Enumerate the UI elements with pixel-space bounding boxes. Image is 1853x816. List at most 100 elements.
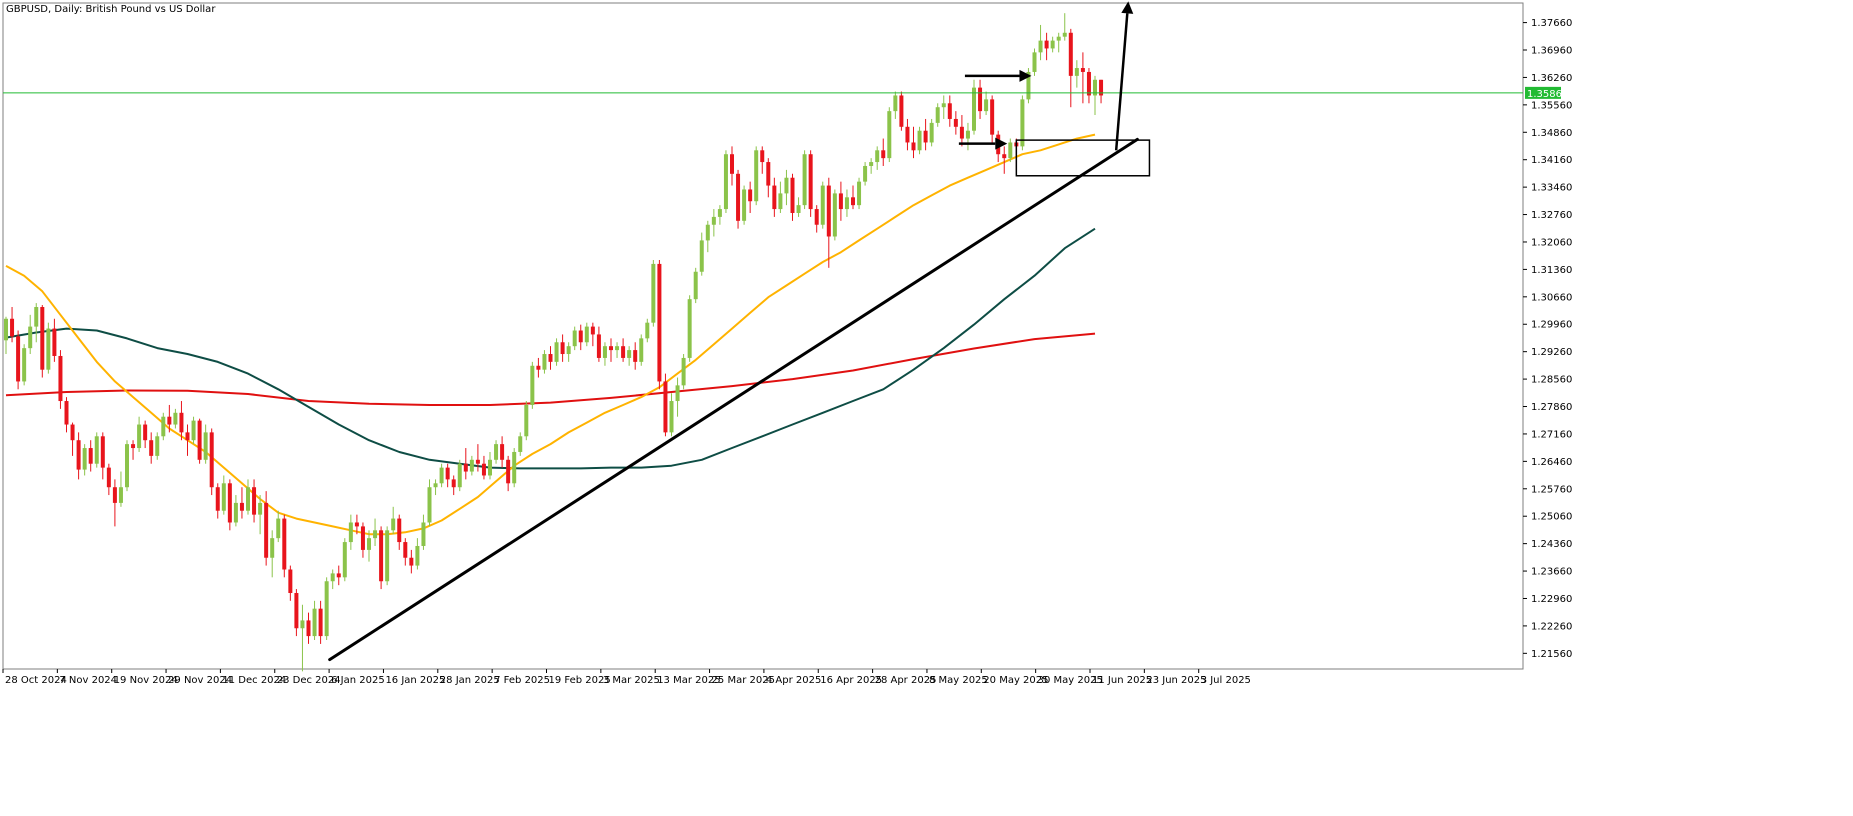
bull-candle xyxy=(584,322,589,347)
candle-body xyxy=(58,355,63,402)
bear-candle xyxy=(100,432,105,480)
candle-body xyxy=(300,620,305,629)
candle-body xyxy=(905,126,910,143)
candle-body xyxy=(911,142,916,151)
bull-candle xyxy=(972,79,976,135)
bear-candle xyxy=(766,158,771,198)
bull-candle xyxy=(469,455,474,476)
candle-body xyxy=(227,483,232,523)
bull-candle xyxy=(754,146,759,206)
y-tick-label: 1.29960 xyxy=(1531,320,1572,331)
arrow-head xyxy=(1019,69,1032,82)
candle-body xyxy=(494,444,499,460)
bull-candle xyxy=(28,314,33,355)
bull-candle xyxy=(1074,60,1079,88)
candle-body xyxy=(554,342,559,362)
candle-body xyxy=(137,424,142,449)
bull-candle xyxy=(869,158,874,174)
candle-body xyxy=(748,189,753,202)
bear-candle xyxy=(197,418,202,464)
bear-candle xyxy=(1044,32,1049,61)
bull-candle xyxy=(488,451,492,480)
candle-body xyxy=(282,518,287,570)
candle-body xyxy=(935,107,940,123)
bull-candle xyxy=(1020,95,1025,151)
bear-candle xyxy=(445,463,450,488)
bull-candle xyxy=(875,146,880,170)
candle-body xyxy=(742,189,747,221)
bear-candle xyxy=(947,95,952,127)
bear-candle xyxy=(88,440,93,472)
arrow-shaft xyxy=(1114,13,1129,151)
candle-body xyxy=(185,432,190,441)
candle-body xyxy=(669,401,674,433)
candle-body xyxy=(312,608,317,637)
candle-body xyxy=(984,99,989,112)
candle-body xyxy=(965,130,970,139)
candle-body xyxy=(851,197,855,206)
candle-body xyxy=(373,530,378,539)
candle-body xyxy=(1008,142,1013,159)
x-tick-label: 7 Nov 2024 xyxy=(59,675,117,686)
candle-body xyxy=(923,130,928,143)
bear-candle xyxy=(1080,52,1085,104)
bull-candle xyxy=(681,354,686,390)
plot-area[interactable] xyxy=(3,1,1523,672)
candle-body xyxy=(342,542,347,578)
bear-candle xyxy=(578,324,583,351)
candle-body xyxy=(820,185,825,225)
x-tick-label: 29 Nov 2024 xyxy=(168,675,232,686)
y-tick-label: 1.22260 xyxy=(1531,621,1572,632)
bear-candle xyxy=(633,342,638,370)
y-tick-label: 1.23660 xyxy=(1531,567,1572,578)
bull-candle xyxy=(385,526,390,586)
candle-body xyxy=(1062,32,1067,37)
x-tick-label: 6 Jan 2025 xyxy=(331,675,385,686)
arrow-annotation xyxy=(958,137,1008,150)
bear-candle xyxy=(911,126,916,159)
bear-candle xyxy=(851,185,855,210)
y-tick-label: 1.37660 xyxy=(1531,18,1572,29)
candle-body xyxy=(917,130,922,151)
bull-candle xyxy=(524,401,529,441)
candle-body xyxy=(663,381,668,433)
candle-body xyxy=(149,440,154,456)
candle-body xyxy=(711,216,716,225)
current-price-label-layer: 1.35866 xyxy=(1525,86,1568,100)
x-tick-label: 23 Jun 2025 xyxy=(1146,675,1206,686)
bear-candle xyxy=(282,514,287,578)
candle-body xyxy=(475,459,480,464)
candle-body xyxy=(959,126,964,139)
candle-body xyxy=(403,542,408,558)
candle-body xyxy=(705,224,710,241)
candle-body xyxy=(717,209,722,217)
candle-body xyxy=(621,346,626,358)
candle-body xyxy=(808,154,813,210)
x-tick-label: 16 Apr 2025 xyxy=(820,675,882,686)
bear-candle xyxy=(808,150,813,217)
bull-candle xyxy=(312,600,317,641)
candle-body xyxy=(645,322,650,339)
bull-candle xyxy=(324,577,329,641)
arrow-head xyxy=(995,137,1008,150)
bear-candle xyxy=(1099,79,1104,104)
candle-body xyxy=(233,502,238,523)
bull-candle xyxy=(615,342,620,358)
candle-body xyxy=(70,424,75,441)
candle-body xyxy=(941,103,946,108)
bull-candle xyxy=(367,530,371,562)
candle-body xyxy=(197,420,202,460)
candle-body xyxy=(530,365,535,405)
candle-body xyxy=(518,436,523,452)
bear-candle xyxy=(560,334,565,362)
bull-candle xyxy=(512,448,517,488)
candle-body xyxy=(548,354,553,362)
bear-candle xyxy=(354,514,359,535)
y-tick-label: 1.29260 xyxy=(1531,347,1572,358)
bull-candle xyxy=(929,118,934,147)
candle-body xyxy=(590,326,595,335)
candle-body xyxy=(439,467,444,484)
bull-candle xyxy=(832,189,837,241)
